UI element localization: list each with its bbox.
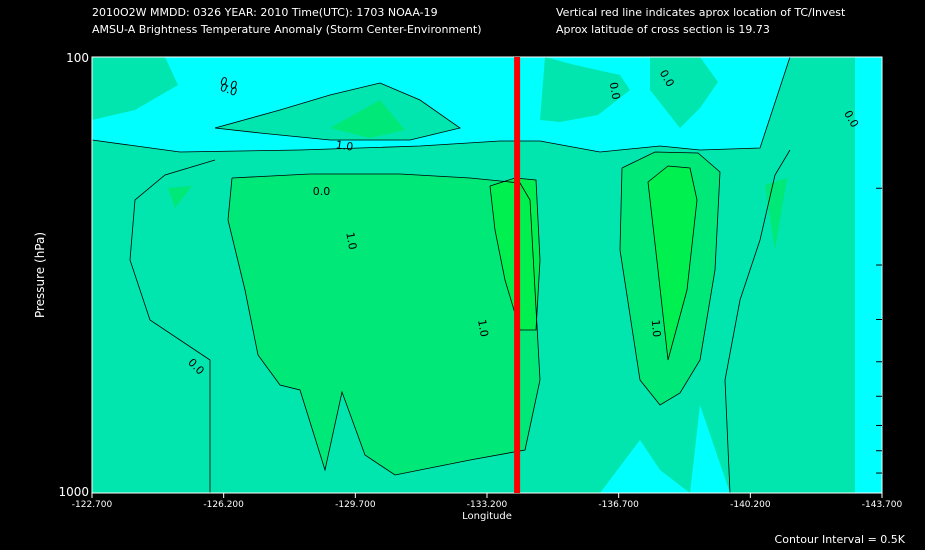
x-tick-label: -133.200	[467, 500, 508, 510]
contour-label: 0.0	[218, 74, 239, 92]
x-axis-label: Longitude	[462, 511, 512, 522]
storm-location-line	[514, 57, 521, 493]
header-red-line-note: Vertical red line indicates aprox locati…	[556, 6, 846, 19]
x-axis: -122.700 -126.200 -129.700 -133.200 -136.700…	[72, 493, 903, 510]
y-axis: 100 1000	[58, 51, 882, 499]
x-tick-label: -143.700	[862, 500, 903, 510]
field-zero-topleft	[92, 57, 178, 120]
x-tick-label: -129.700	[335, 500, 376, 510]
contour-lines	[92, 57, 791, 493]
contour-label: 0.0	[313, 185, 331, 198]
contour-label: 1.0	[475, 318, 491, 337]
field-zero-topmid	[540, 57, 630, 122]
field-zero-topright	[650, 57, 718, 128]
contour-label: 0.0	[607, 81, 623, 100]
contour-interval: Contour Interval = 0.5K	[775, 533, 906, 546]
anomaly-field	[92, 57, 882, 493]
y-tick-label-bottom: 1000	[58, 485, 89, 499]
x-tick-label: -126.200	[203, 500, 244, 510]
y-axis-label: Pressure (hPa)	[33, 232, 47, 318]
field-level1-upper	[330, 100, 405, 138]
header-run-info: 2010O2W MMDD: 0326 YEAR: 2010 Time(UTC):…	[92, 6, 438, 19]
field-level1-left	[228, 174, 540, 475]
field-zero-farright	[800, 57, 850, 122]
contour-label: 1.0	[343, 231, 359, 250]
contour-label: 1.0	[649, 319, 663, 338]
header-latitude-note: Aprox latitude of cross section is 19.73	[556, 23, 770, 36]
x-tick-label: -122.700	[72, 500, 113, 510]
header-product-title: AMSU-A Brightness Temperature Anomaly (S…	[92, 23, 482, 36]
field-level2-right	[648, 166, 697, 360]
contour-label: 1.0	[335, 138, 354, 153]
x-tick-label: -140.200	[730, 500, 771, 510]
field-level1-tiny	[168, 186, 192, 208]
y-tick-label-top: 100	[66, 51, 89, 65]
x-tick-label: -136.700	[598, 500, 639, 510]
contour-label: 0.0	[218, 81, 239, 99]
